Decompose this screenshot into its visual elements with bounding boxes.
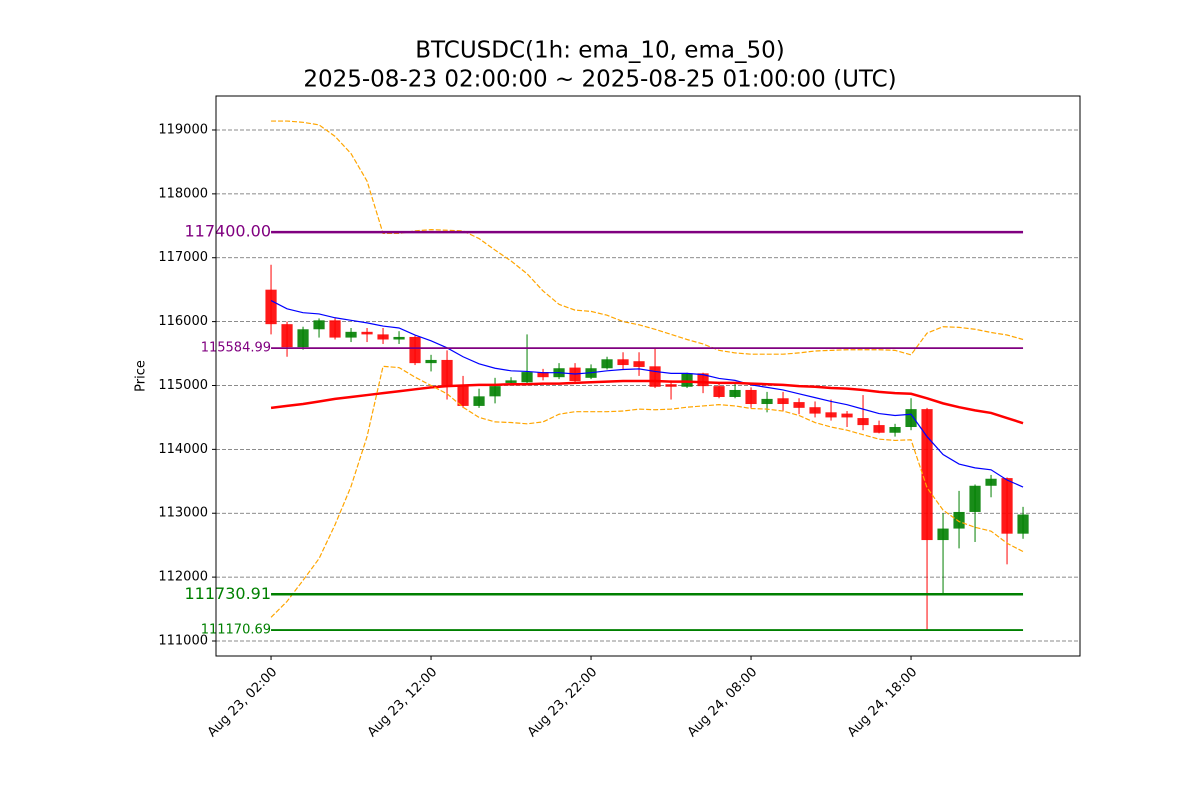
candle-body <box>777 398 789 405</box>
level-label: 111170.69 <box>201 623 271 638</box>
candle-body <box>297 329 309 348</box>
y-tick-label: 114000 <box>158 442 208 457</box>
level-label: 117400.00 <box>185 222 272 241</box>
candle-body <box>729 389 741 397</box>
plot-frame <box>215 95 1081 657</box>
candle-body <box>905 409 917 428</box>
candle-body <box>329 320 341 338</box>
candle-body <box>793 402 805 408</box>
candle-body <box>665 384 677 387</box>
candle-body <box>985 478 997 486</box>
candle-body <box>809 407 821 414</box>
y-tick-label: 115000 <box>158 378 208 393</box>
candle-body <box>969 485 981 512</box>
indicator-line <box>270 365 1024 618</box>
candle-body <box>889 427 901 433</box>
candle-body <box>601 359 613 369</box>
indicator-line <box>270 379 1024 425</box>
chart-subtitle: 2025-08-23 02:00:00 ~ 2025-08-25 01:00:0… <box>303 67 896 93</box>
candle-body <box>921 409 933 541</box>
candle-body <box>537 372 549 378</box>
candle-body <box>489 386 501 397</box>
candle-body <box>697 373 709 387</box>
level-label: 115584.99 <box>201 341 271 356</box>
y-axis-label: Price <box>134 360 149 392</box>
candle-body <box>361 331 373 335</box>
y-tick-label: 111000 <box>158 633 208 648</box>
y-tick-label: 118000 <box>158 186 208 201</box>
candle-body <box>457 385 469 406</box>
candle-body <box>681 373 693 387</box>
candle-body <box>937 528 949 541</box>
y-tick-label: 112000 <box>158 570 208 585</box>
y-tick-label: 117000 <box>158 250 208 265</box>
candle-body <box>841 413 853 418</box>
candle-body <box>473 396 485 406</box>
y-tick-label: 116000 <box>158 314 208 329</box>
candle-body <box>1001 478 1013 534</box>
candle-body <box>633 361 645 367</box>
candle-body <box>521 372 533 383</box>
candle-body <box>953 511 965 529</box>
candle-body <box>425 359 437 364</box>
candle-body <box>281 324 293 348</box>
candle-body <box>713 386 725 397</box>
candle-body <box>1017 514 1029 534</box>
candle-body <box>377 334 389 340</box>
candle-body <box>265 289 277 325</box>
candle-body <box>441 359 453 386</box>
y-tick-label: 113000 <box>158 506 208 521</box>
y-tick-label: 119000 <box>158 122 208 137</box>
candle-body <box>825 412 837 418</box>
candle-body <box>345 331 357 338</box>
candle-body <box>617 359 629 366</box>
candle-body <box>761 398 773 405</box>
candle-body <box>313 320 325 330</box>
candle-body <box>393 336 405 340</box>
indicator-line <box>270 299 1024 488</box>
candle-body <box>745 389 757 405</box>
candle-body <box>409 336 421 364</box>
candle-body <box>505 380 517 383</box>
level-label: 111730.91 <box>185 584 272 603</box>
chart-title: BTCUSDC(1h: ema_10, ema_50) <box>415 38 784 64</box>
candle-body <box>873 425 885 433</box>
candle-body <box>649 366 661 387</box>
indicator-line <box>271 120 1024 356</box>
candle-body <box>857 418 869 426</box>
